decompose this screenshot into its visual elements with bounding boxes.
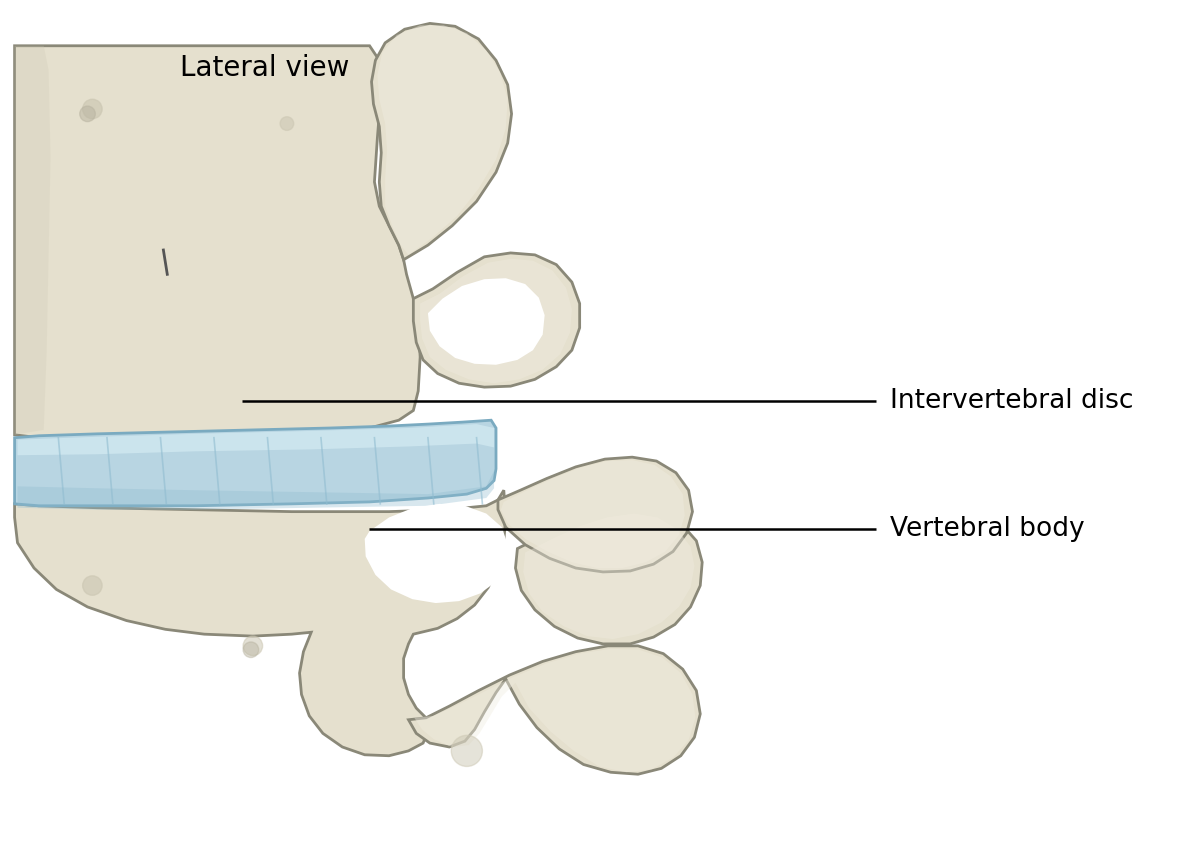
Text: Vertebral body: Vertebral body <box>890 516 1084 542</box>
Circle shape <box>243 642 258 657</box>
Polygon shape <box>414 253 579 387</box>
Polygon shape <box>14 420 497 506</box>
Circle shape <box>243 636 263 656</box>
Polygon shape <box>365 504 507 603</box>
Polygon shape <box>409 646 700 775</box>
Polygon shape <box>377 26 507 255</box>
Polygon shape <box>515 508 703 644</box>
Polygon shape <box>14 46 421 438</box>
Polygon shape <box>14 46 51 435</box>
Polygon shape <box>428 278 545 365</box>
Polygon shape <box>524 514 694 639</box>
Circle shape <box>83 99 102 119</box>
Polygon shape <box>372 23 512 260</box>
Polygon shape <box>501 460 685 568</box>
Polygon shape <box>14 490 506 756</box>
Polygon shape <box>498 457 692 572</box>
Circle shape <box>79 106 95 121</box>
Polygon shape <box>415 649 696 772</box>
Polygon shape <box>18 503 498 728</box>
Polygon shape <box>34 70 374 428</box>
Polygon shape <box>18 471 494 510</box>
Text: Intervertebral disc: Intervertebral disc <box>890 388 1133 414</box>
Polygon shape <box>421 259 572 383</box>
Circle shape <box>83 575 102 595</box>
Circle shape <box>280 117 294 130</box>
Text: Lateral view: Lateral view <box>180 54 350 82</box>
Polygon shape <box>18 424 494 455</box>
Circle shape <box>451 735 482 766</box>
